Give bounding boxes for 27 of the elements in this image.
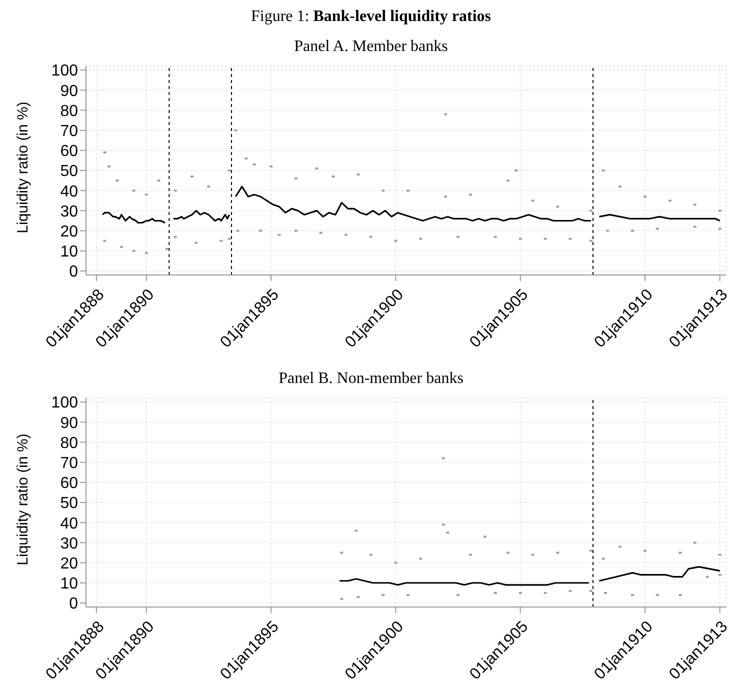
y-tick-label: 70: [60, 454, 78, 472]
y-tick-label: 70: [60, 122, 78, 140]
y-tick-label: 40: [60, 183, 78, 200]
y-tick-label: 100: [51, 62, 78, 80]
y-tick-label: 0: [69, 264, 78, 281]
chart-title: Figure 1: Bank-level liquidity ratios: [250, 8, 491, 25]
y-tick-label: 90: [60, 414, 78, 432]
y-tick-label: 80: [60, 434, 78, 452]
y-tick-label: 10: [60, 576, 78, 593]
y-tick-label: 80: [60, 102, 78, 120]
y-tick-label: 30: [60, 203, 78, 220]
chart-subtitle: Panel A. Member banks: [293, 38, 449, 57]
y-tick-label: 60: [60, 143, 78, 160]
y-axis-title: Liquidity ratio (in %): [14, 102, 32, 234]
y-tick-label: 50: [60, 163, 78, 180]
y-tick-label: 0: [69, 596, 78, 613]
chart-title: Panel B. Non-member banks: [278, 370, 464, 389]
y-axis-title: Liquidity ratio (in %): [14, 434, 32, 566]
y-tick-label: 50: [60, 495, 78, 512]
y-tick-label: 20: [60, 555, 78, 572]
y-tick-label: 20: [60, 223, 78, 240]
y-tick-label: 60: [60, 475, 78, 492]
y-tick-label: 100: [51, 394, 78, 412]
y-tick-label: 90: [60, 82, 78, 100]
y-tick-label: 30: [60, 535, 78, 552]
y-tick-label: 40: [60, 515, 78, 532]
y-tick-label: 10: [60, 244, 78, 261]
